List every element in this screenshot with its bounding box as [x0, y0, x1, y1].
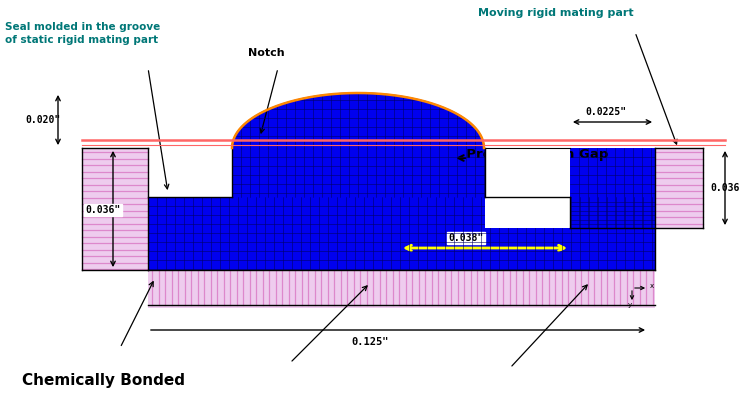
Bar: [148, 197, 655, 270]
Text: Chemically Bonded: Chemically Bonded: [22, 373, 185, 388]
Bar: [570, 148, 655, 228]
Text: 0.020": 0.020": [25, 115, 60, 125]
Text: y: y: [628, 302, 632, 308]
Text: Moving rigid mating part: Moving rigid mating part: [478, 8, 633, 18]
Bar: [655, 148, 703, 228]
Bar: [232, 148, 485, 197]
Text: 0.0225": 0.0225": [585, 107, 626, 117]
Text: 0.036": 0.036": [710, 183, 740, 193]
Text: Pressurization Gap: Pressurization Gap: [457, 148, 608, 161]
Text: 0.038": 0.038": [448, 233, 483, 243]
Text: 0.02": 0.02": [490, 190, 519, 200]
Bar: [485, 148, 570, 228]
Polygon shape: [232, 93, 484, 148]
Text: 0.125": 0.125": [352, 337, 389, 347]
Text: x: x: [650, 283, 654, 289]
Text: 0.036": 0.036": [85, 205, 120, 215]
Bar: [82, 148, 148, 270]
Bar: [148, 270, 655, 308]
Text: Notch: Notch: [248, 48, 285, 58]
Text: Seal molded in the groove
of static rigid mating part: Seal molded in the groove of static rigi…: [5, 22, 161, 45]
